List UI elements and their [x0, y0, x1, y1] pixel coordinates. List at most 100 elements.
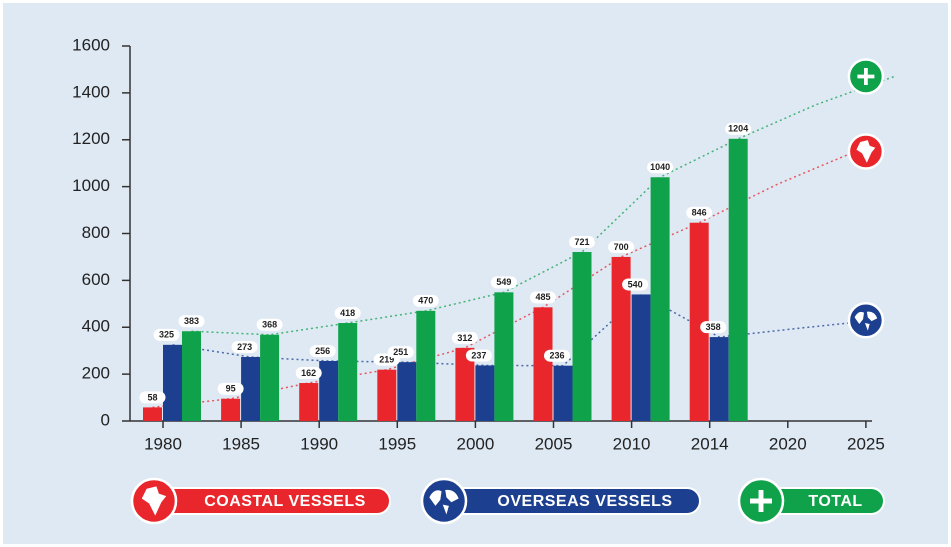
bar: [241, 357, 261, 421]
legend-label: OVERSEAS VESSELS: [497, 493, 672, 510]
value-label: 418: [340, 308, 355, 318]
value-label: 58: [147, 392, 157, 402]
bar: [416, 310, 436, 421]
x-tick-label: 2020: [769, 434, 807, 453]
value-label-bg: [647, 161, 674, 174]
bar: [182, 331, 201, 421]
trend-line: [172, 293, 876, 367]
bar: [553, 365, 573, 421]
value-label: 219: [379, 355, 394, 365]
bar: [221, 398, 241, 421]
x-tick-label: 1980: [144, 434, 182, 453]
value-label-bg: [295, 367, 322, 380]
y-tick-label: 600: [82, 270, 110, 289]
x-tick-label: 2010: [613, 434, 651, 453]
bar: [611, 256, 631, 421]
bar: [494, 292, 514, 421]
value-label: 700: [614, 242, 629, 252]
icon-circle: [420, 477, 468, 525]
icon-globe: [429, 489, 459, 515]
value-label-bg: [231, 341, 258, 354]
value-label: 358: [706, 322, 721, 332]
value-label-bg: [178, 315, 205, 328]
value-label-bg: [256, 318, 283, 331]
value-label: 162: [301, 368, 316, 378]
bar: [455, 347, 475, 421]
value-label-bg: [686, 206, 713, 219]
bar: [338, 323, 358, 421]
y-tick-label: 1400: [72, 82, 110, 101]
bar: [572, 252, 592, 421]
legend-label: TOTAL: [808, 493, 862, 510]
icon-globe: [854, 311, 878, 331]
value-label-bg: [725, 122, 752, 135]
bar: [728, 138, 748, 421]
value-label-bg: [465, 349, 492, 362]
x-tick-label: 1990: [300, 434, 338, 453]
value-label: 237: [471, 350, 486, 360]
background: [3, 3, 948, 544]
value-label: 846: [692, 208, 707, 218]
value-label: 1040: [650, 162, 670, 172]
value-label: 1204: [728, 124, 748, 134]
bar: [163, 344, 182, 421]
bar: [377, 369, 397, 421]
value-label-bg: [217, 382, 244, 395]
x-tick-label: 1985: [222, 434, 260, 453]
value-label: 368: [262, 320, 277, 330]
value-label-bg: [153, 328, 180, 341]
x-tick-label: 1995: [378, 434, 416, 453]
bar: [299, 383, 319, 421]
value-label: 236: [549, 351, 564, 361]
value-label-bg: [608, 240, 635, 253]
value-label: 256: [315, 346, 330, 356]
value-label: 721: [574, 237, 589, 247]
value-label: 549: [496, 277, 511, 287]
bar: [689, 222, 709, 421]
value-label: 470: [418, 296, 433, 306]
value-label: 383: [184, 316, 199, 326]
value-label: 95: [226, 384, 236, 394]
bar: [533, 307, 553, 421]
x-tick-label: 2025: [847, 434, 885, 453]
icon-plus: [857, 67, 875, 85]
bar: [475, 365, 495, 421]
value-label-bg: [139, 391, 166, 404]
icon-india: [856, 140, 876, 163]
x-tick-label: 2014: [691, 434, 729, 453]
value-label-bg: [334, 307, 361, 320]
trend-line: [191, 75, 895, 336]
y-tick-label: 0: [101, 410, 110, 429]
value-label: 540: [628, 279, 643, 289]
value-label: 325: [159, 330, 174, 340]
x-tick-label: 2005: [535, 434, 573, 453]
value-label: 312: [457, 333, 472, 343]
value-label: 485: [535, 292, 550, 302]
bar: [319, 361, 339, 421]
bar: [631, 294, 651, 421]
value-label-bg: [544, 349, 570, 362]
value-label-bg: [530, 291, 556, 304]
bar: [397, 362, 417, 421]
y-tick-label: 1000: [72, 176, 110, 195]
x-tick-label: 2000: [456, 434, 494, 453]
y-tick-label: 1600: [72, 35, 110, 54]
value-label-bg: [309, 345, 336, 357]
value-label-bg: [569, 236, 595, 249]
value-label: 273: [237, 342, 252, 352]
value-label-bg: [412, 294, 439, 307]
bar: [143, 407, 162, 421]
bar: [709, 337, 729, 421]
legend-label: COASTAL VESSELS: [204, 493, 366, 510]
y-tick-label: 200: [82, 364, 110, 383]
icon-plus: [750, 490, 772, 512]
icon-circle: [847, 301, 885, 339]
value-label-bg: [387, 346, 414, 359]
value-label: 251: [393, 347, 408, 357]
bar: [260, 334, 280, 421]
value-label-bg: [622, 278, 649, 291]
value-label-bg: [451, 331, 478, 344]
y-tick-label: 800: [82, 223, 110, 242]
y-tick-label: 1200: [72, 129, 110, 148]
